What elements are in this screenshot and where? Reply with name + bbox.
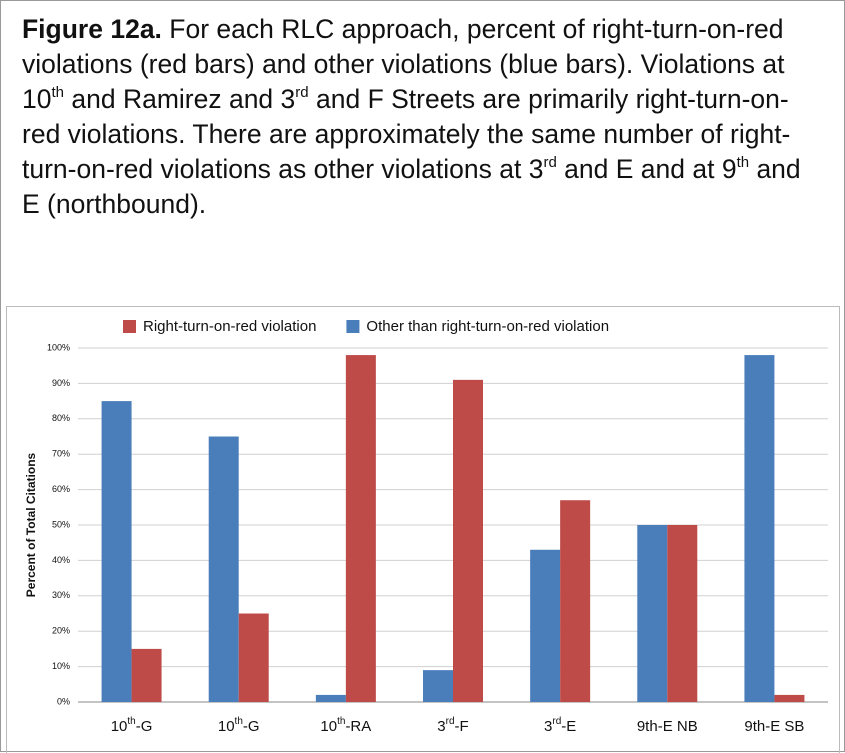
legend-swatch: [123, 320, 136, 333]
bar: [131, 648, 162, 702]
y-tick-label: 90%: [52, 378, 70, 388]
x-tick-label: 9th-E NB: [637, 718, 698, 735]
x-tick-label: 10th-RA: [320, 716, 371, 735]
caption-text: and F Streets are primarily right-turn-o…: [22, 84, 791, 184]
x-tick-label: 3rd-F: [437, 716, 468, 735]
y-tick-label: 80%: [52, 413, 70, 423]
x-tick-sup: rd: [446, 716, 455, 727]
x-tick-text: -G: [136, 718, 153, 735]
legend-label: Right-turn-on-red violation: [143, 318, 316, 335]
x-tick-text: -F: [455, 718, 469, 735]
y-tick-label: 10%: [52, 661, 70, 671]
x-tick-label: 10th-G: [111, 716, 153, 735]
x-tick-text: 10: [320, 718, 337, 735]
bar: [101, 401, 132, 702]
y-tick-label: 70%: [52, 449, 70, 459]
bar: [667, 525, 698, 702]
legend-label: Other than right-turn-on-red violation: [366, 318, 609, 335]
y-tick-label: 60%: [52, 484, 70, 494]
chart-box: [6, 306, 840, 753]
caption-sup: th: [736, 154, 750, 171]
y-tick-label: 30%: [52, 590, 70, 600]
caption-sup: rd: [295, 84, 309, 101]
x-tick-text: -RA: [345, 718, 371, 735]
bar: [423, 670, 453, 702]
bar: [774, 694, 805, 702]
bar: [744, 355, 775, 702]
x-tick-text: 3: [437, 718, 445, 735]
x-tick-label: 9th-E SB: [744, 718, 804, 735]
x-tick-sup: th: [127, 716, 135, 727]
caption-text: and E (northbound).: [22, 154, 801, 219]
y-tick-label: 20%: [52, 626, 70, 636]
x-tick-sup: rd: [552, 716, 561, 727]
caption-sup: th: [51, 84, 64, 101]
bar: [238, 613, 269, 702]
y-tick-label: 40%: [52, 555, 70, 565]
caption-text: and E and at 9: [556, 154, 737, 184]
y-tick-label: 50%: [52, 519, 70, 529]
bar: [453, 379, 483, 702]
x-tick-text: 10: [111, 718, 128, 735]
y-tick-label: 0%: [57, 696, 70, 706]
x-tick-text: -E: [561, 718, 576, 735]
x-tick-text: 10: [218, 718, 235, 735]
x-tick-sup: th: [235, 716, 243, 727]
x-tick-text: 9th-E NB: [637, 718, 698, 735]
bar: [208, 436, 239, 702]
x-tick-text: 9th-E SB: [744, 718, 804, 735]
caption-label: Figure 12a.: [22, 14, 162, 44]
x-tick-label: 10th-G: [218, 716, 260, 735]
x-tick-sup: th: [337, 716, 345, 727]
caption: Figure 12a. For each RLC approach, perce…: [22, 12, 822, 222]
legend-swatch: [346, 320, 360, 333]
bar: [560, 500, 591, 702]
bar: [530, 549, 561, 702]
caption-sup: rd: [543, 154, 557, 171]
y-tick-label: 100%: [47, 342, 70, 352]
x-tick-label: 3rd-E: [544, 716, 576, 735]
bar: [345, 355, 376, 702]
caption-text: and Ramirez and 3: [64, 84, 296, 114]
y-axis-label: Percent of Total Citations: [24, 452, 38, 597]
x-tick-text: 3: [544, 718, 552, 735]
bar: [315, 694, 346, 702]
caption-text: For each RLC approach, percent of right-…: [22, 14, 785, 114]
bar: [637, 525, 668, 702]
x-tick-text: -G: [243, 718, 260, 735]
